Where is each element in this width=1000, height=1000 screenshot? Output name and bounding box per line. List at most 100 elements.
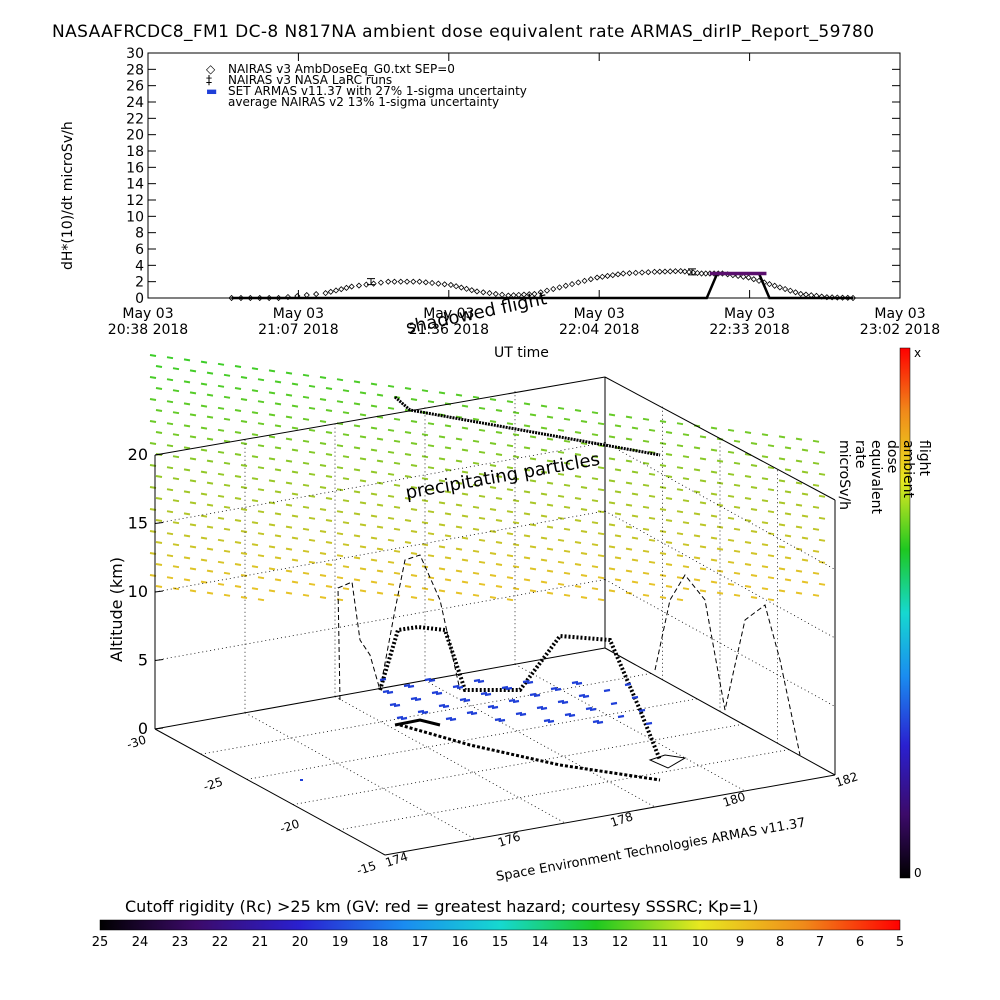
particle-dash: [189, 589, 197, 593]
particle-dash: [625, 481, 633, 485]
particle-dash: [761, 499, 769, 503]
particle-dash: [472, 439, 480, 443]
particle-dash: [818, 472, 826, 476]
particle-dash: [744, 585, 752, 588]
altitude-3d-plot: 0 5 10 15 20 174 176 178 180 182 -30 -25 -20 -15: [125, 354, 860, 878]
particle-dash: [393, 461, 401, 465]
particle-dash: [727, 450, 735, 454]
rigidity-tick-label: 24: [131, 935, 149, 950]
particle-dash: [268, 369, 276, 373]
particle-dash: [455, 591, 463, 595]
particle-dash: [523, 424, 531, 428]
x-axis-label: UT time: [494, 345, 549, 361]
particle-dash: [455, 459, 463, 463]
particle-dash: [812, 527, 820, 531]
particle-dash: [659, 464, 667, 467]
armas-dose-mark: [585, 706, 593, 711]
particle-dash: [155, 365, 163, 368]
x-tick-label: May 03 21:07 2018: [248, 306, 348, 338]
particle-dash: [733, 593, 741, 597]
colorbar-bottom-label: 0: [914, 866, 922, 880]
nairas-errorbar: [367, 278, 375, 286]
particle-dash: [387, 450, 395, 454]
particle-dash: [597, 554, 605, 558]
particle-dash: [274, 534, 282, 538]
particle-dash: [733, 571, 741, 575]
nairas-diamond-marker: [632, 269, 639, 276]
armas-dose-mark: [582, 694, 590, 699]
rigidity-tick-label: 17: [411, 935, 429, 950]
particle-dash: [410, 420, 418, 423]
particle-dash: [563, 527, 571, 531]
particle-dash: [155, 519, 163, 522]
particle-dash: [285, 547, 293, 551]
particle-dash: [359, 435, 367, 439]
particle-dash: [291, 470, 299, 474]
particle-dash: [574, 409, 582, 412]
particle-dash: [421, 499, 429, 503]
particle-dash: [285, 569, 293, 573]
particle-dash: [217, 538, 225, 542]
particle-dash: [217, 384, 225, 388]
particle-dash: [302, 571, 310, 575]
particle-dash: [767, 532, 775, 536]
particle-dash: [251, 455, 259, 459]
armas-dose-mark: [596, 720, 604, 725]
particle-dash: [506, 400, 514, 404]
x-tick-date: May 03: [723, 306, 776, 322]
particle-dash: [370, 470, 378, 474]
particle-dash: [274, 446, 282, 450]
particle-dash: [659, 552, 667, 555]
marker-diamond: [648, 754, 687, 769]
particle-dash: [302, 593, 310, 597]
particle-dash: [274, 402, 282, 406]
particle-dash: [444, 556, 452, 560]
particle-dash: [778, 589, 786, 593]
particle-dash: [223, 417, 231, 421]
particle-dash: [642, 439, 650, 443]
particle-dash: [444, 490, 452, 494]
nairas-diamond-marker: [322, 290, 329, 297]
particle-dash: [495, 541, 503, 544]
particle-dash: [580, 508, 588, 511]
particle-dash: [461, 492, 469, 496]
altitude-tick: [154, 590, 164, 593]
particle-dash: [393, 439, 401, 443]
armas-dose-mark: [533, 693, 541, 698]
particle-dash: [682, 455, 690, 459]
particle-dash: [387, 428, 395, 432]
particle-dash: [744, 541, 752, 544]
particle-dash: [217, 428, 225, 432]
particle-dash: [336, 510, 344, 514]
particle-dash: [308, 516, 316, 520]
particle-dash: [359, 589, 367, 593]
particle-dash: [257, 444, 265, 448]
particle-dash: [801, 536, 809, 540]
particle-dash: [206, 459, 214, 463]
altitude-tick: [154, 522, 164, 524]
particle-dash: [206, 415, 214, 419]
particle-dash: [172, 499, 180, 503]
nairas-diamond-marker: [416, 278, 423, 285]
particle-dash: [438, 545, 446, 549]
nairas-diamond-marker: [537, 289, 544, 296]
particle-dash: [404, 585, 412, 588]
particle-dash: [682, 433, 690, 437]
particle-dash: [693, 534, 701, 538]
particle-dash: [336, 554, 344, 558]
particle-dash: [410, 530, 418, 533]
particle-dash: [183, 358, 191, 362]
altitude-projection: [379, 554, 461, 691]
armas-dose-mark: [379, 677, 387, 682]
particle-dash: [302, 417, 310, 421]
particle-dash: [166, 400, 174, 404]
particle-dash: [172, 587, 180, 591]
particle-dash: [285, 393, 293, 397]
particle-dash: [291, 580, 299, 584]
particle-dash: [438, 391, 446, 395]
particle-dash: [149, 354, 157, 357]
x-tick-label: May 03 20:38 2018: [98, 306, 198, 338]
particle-dash: [427, 400, 435, 404]
y-tick-label: 4: [135, 258, 144, 274]
particle-dash: [478, 582, 486, 586]
